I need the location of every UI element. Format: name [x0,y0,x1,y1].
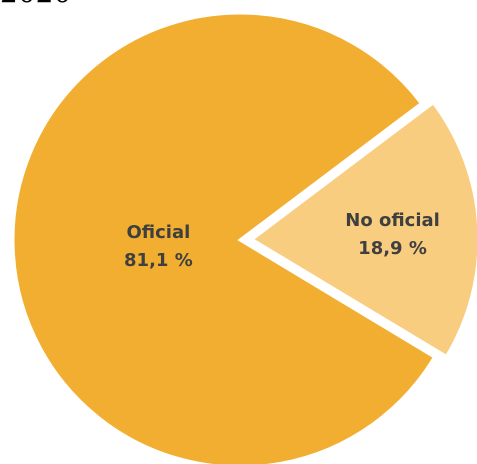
slice-value-label: 81,1 % [124,250,193,271]
slice-value-label: 18,9 % [358,238,427,259]
pie-slice-no-oficial [249,100,477,359]
slice-label: Oficial [126,222,190,243]
chart-title: 2020 [0,0,71,9]
pie-slice-oficial [11,11,437,464]
slice-label: No oficial [345,210,440,231]
